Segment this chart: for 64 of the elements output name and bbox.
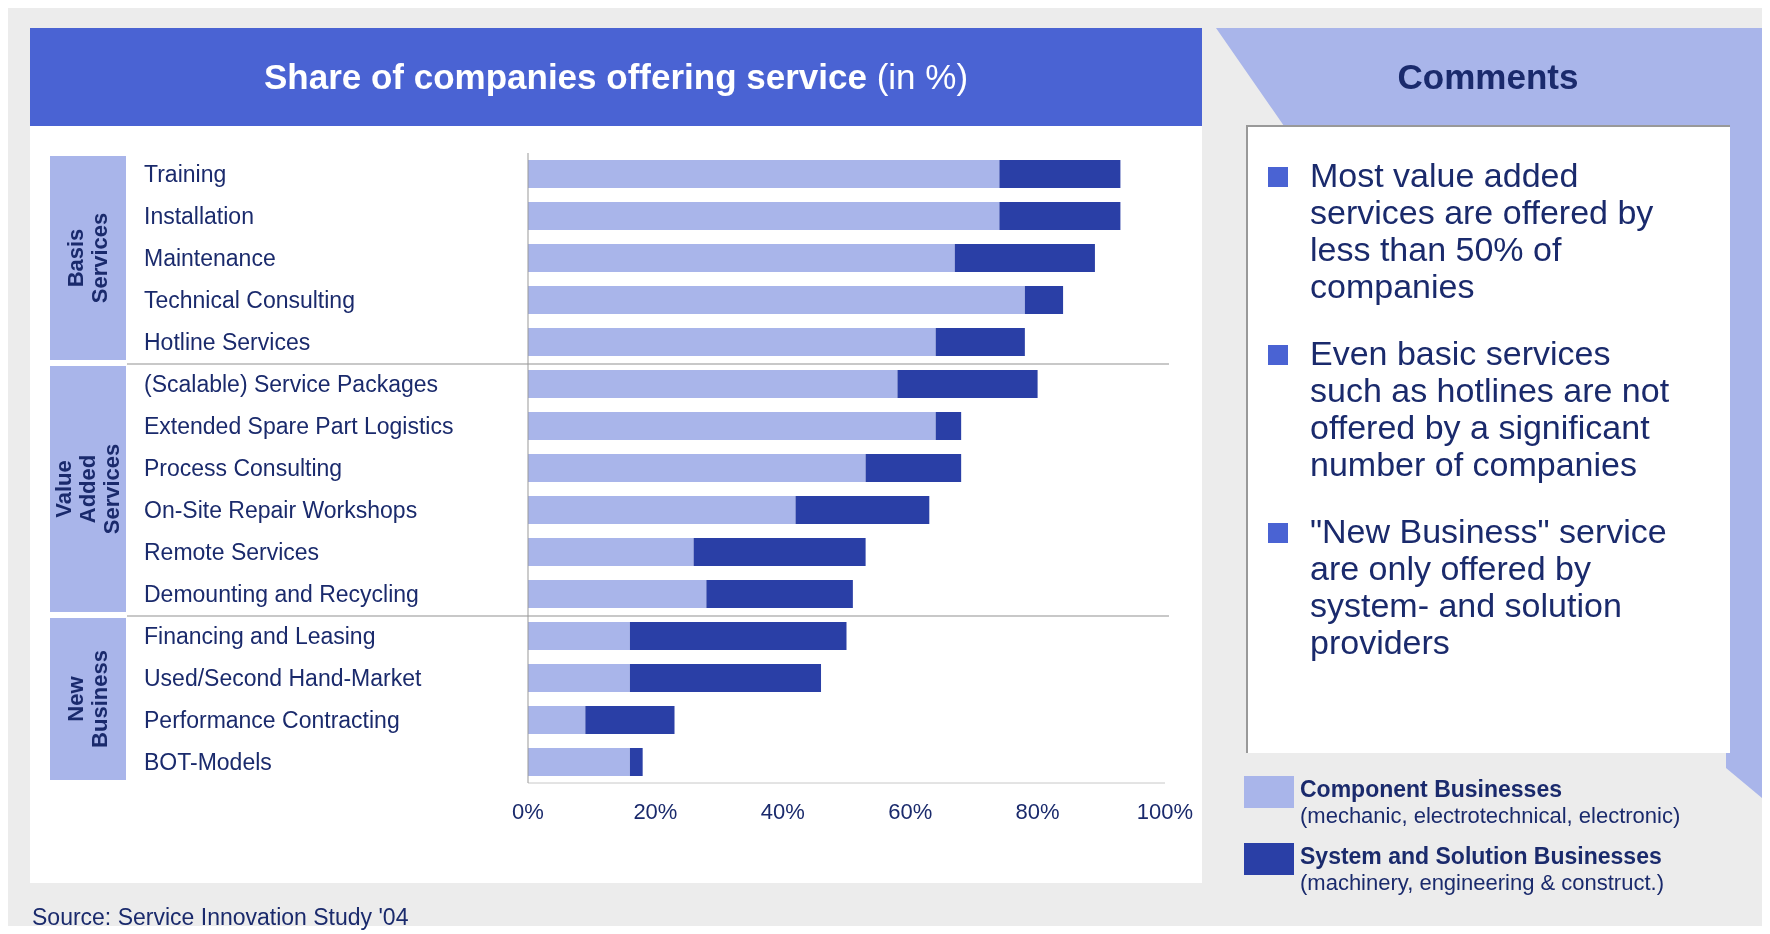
bar (935, 328, 1025, 356)
x-tick-label: 40% (760, 798, 805, 824)
bar (528, 664, 630, 692)
text: "New Business" service are only offered by system- and solution providers (1310, 512, 1668, 661)
y-tick-label: Hotline Services (144, 328, 311, 357)
bar (629, 622, 847, 650)
text: (mechanic, electrotechnical, electronic) (1300, 803, 1681, 829)
bar (528, 202, 1000, 230)
bar (528, 412, 936, 440)
bar (528, 328, 936, 356)
bar (528, 160, 1000, 188)
y-tick-label: Maintenance (144, 244, 276, 273)
y-tick-label: Installation (144, 202, 254, 231)
y-tick-label: Training (144, 160, 227, 189)
bar (629, 748, 643, 776)
text: Value Added Services (51, 443, 124, 535)
text: Most value added services are offered by less than 50% of companies (1310, 156, 1655, 305)
y-tick-label: Remote Services (144, 538, 320, 567)
bar (865, 454, 962, 482)
x-tick-label: 80% (1015, 798, 1060, 824)
text: New Business (63, 650, 112, 748)
bar (693, 538, 866, 566)
bar (935, 412, 962, 440)
bar (528, 748, 630, 776)
bar (999, 160, 1121, 188)
bar (954, 244, 1095, 272)
legend-label: Component Businesses (1300, 776, 1563, 803)
bar (629, 664, 822, 692)
y-tick-label: (Scalable) Service Packages (144, 370, 439, 399)
bar (706, 580, 853, 608)
bar (528, 580, 707, 608)
x-tick-label: 60% (888, 798, 933, 824)
y-tick-label: BOT-Models (144, 748, 272, 777)
text: (machinery, engineering & construct.) (1300, 870, 1664, 896)
y-tick-label: Performance Contracting (144, 706, 400, 735)
y-tick-label: On-Site Repair Workshops (144, 496, 418, 525)
bar (999, 202, 1121, 230)
y-tick-label: Used/Second Hand-Market (144, 664, 422, 693)
y-tick-label: Extended Spare Part Logistics (144, 412, 454, 441)
bar (585, 706, 675, 734)
legend-label: System and Solution Businesses (1300, 843, 1663, 870)
bar (528, 286, 1025, 314)
y-tick-label: Technical Consulting (144, 286, 355, 315)
y-tick-label: Financing and Leasing (144, 622, 376, 651)
bar (897, 370, 1038, 398)
bar (795, 496, 930, 524)
y-tick-label: Process Consulting (144, 454, 343, 483)
text: Even basic services such as hotlines are not offered by a significant number of companies (1310, 334, 1671, 483)
bar (528, 454, 866, 482)
y-tick-label: Demounting and Recycling (144, 580, 419, 609)
bar (528, 370, 898, 398)
chart-title: Share of companies offering service (in %) (263, 57, 969, 96)
text: Comments (1396, 56, 1580, 98)
bar (1024, 286, 1064, 314)
bar (528, 538, 694, 566)
bar (528, 244, 955, 272)
x-tick-label: 20% (633, 798, 678, 824)
bar (528, 496, 796, 524)
bar (528, 622, 630, 650)
source-note: Source: Service Innovation Study '04 (32, 904, 409, 931)
x-tick-label: 0% (512, 798, 544, 824)
text: Basis Services (63, 212, 113, 304)
bar (528, 706, 586, 734)
x-tick-label: 100% (1136, 798, 1194, 824)
